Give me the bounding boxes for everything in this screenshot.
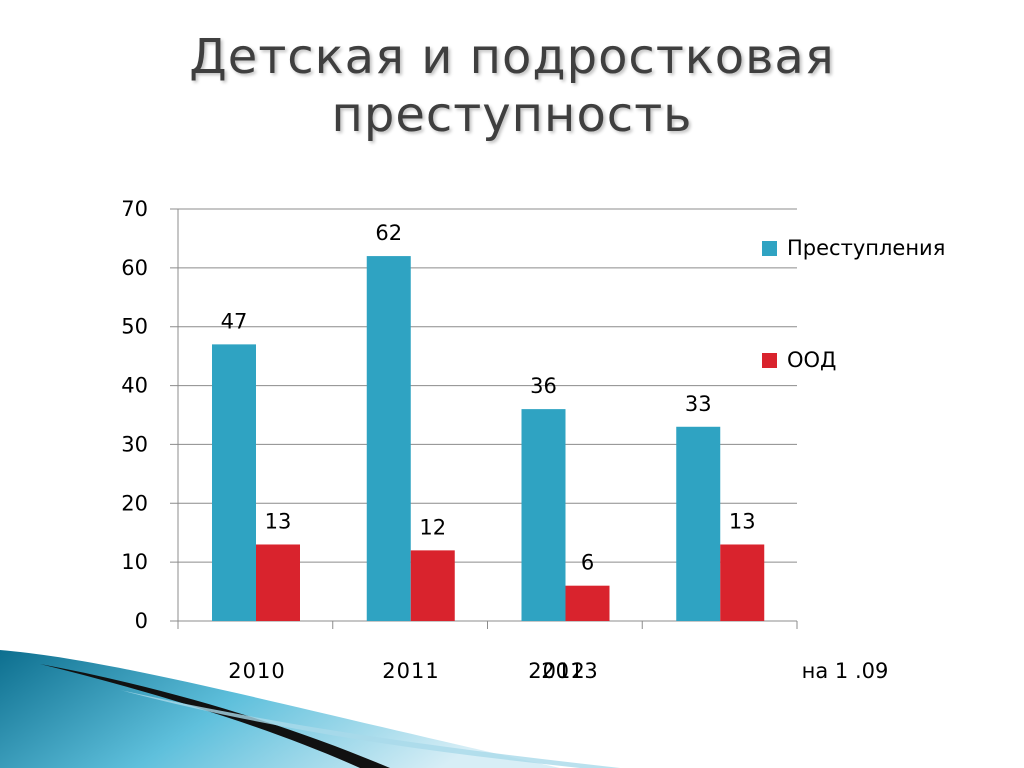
data-label-2-2011: 12 <box>419 515 446 539</box>
bar-1-2010 <box>212 344 256 621</box>
bar-1-2013 <box>676 426 721 621</box>
y-tick-label-0: 0 <box>135 609 148 633</box>
x-category-label-2013: 2013 <box>541 659 598 683</box>
decorative-wave <box>0 650 620 768</box>
data-label-2-2013: 13 <box>729 509 756 533</box>
legend-item-series-2: ООД <box>762 348 836 372</box>
bar-2-2011 <box>410 550 455 621</box>
bar-1-2012 <box>521 409 566 621</box>
x-extra-label: на 1 .09 <box>802 659 889 683</box>
y-tick-label-40: 40 <box>121 374 148 398</box>
title-line-1: Детская и подростковая <box>189 29 835 85</box>
data-label-1-2013: 33 <box>685 392 712 416</box>
x-category-label-2011: 2011 <box>382 659 439 683</box>
bar-2-2010 <box>256 544 300 621</box>
y-tick-label-60: 60 <box>121 256 148 280</box>
bar-1-2011 <box>366 256 411 621</box>
legend-label-series-1: Преступления <box>787 236 946 260</box>
labels: 0 10 20 30 40 50 60 70 47 62 36 33 13 12 6 13 2010 2011 20… <box>121 197 888 683</box>
legend-swatch-series-1 <box>762 241 777 256</box>
slide-title: Детская и подростковая преступность <box>0 28 1024 144</box>
bar-2-2012 <box>565 585 610 621</box>
legend-swatch-series-2 <box>762 353 777 368</box>
y-tick-label-10: 10 <box>121 550 148 574</box>
bar-2-2013 <box>720 544 765 621</box>
data-label-2-2010: 13 <box>265 509 292 533</box>
title-line-2: преступность <box>331 87 693 143</box>
data-label-2-2012: 6 <box>581 551 594 575</box>
legend-label-series-2: ООД <box>787 348 837 372</box>
legend-item-series-1: Преступления <box>762 236 945 260</box>
x-category-label-2012: 2012 <box>528 659 585 683</box>
data-label-1-2012: 36 <box>530 374 557 398</box>
data-label-1-2011: 62 <box>375 221 402 245</box>
y-tick-label-20: 20 <box>121 491 148 515</box>
y-tick-label-30: 30 <box>121 432 148 456</box>
data-label-1-2010: 47 <box>221 309 248 333</box>
y-tick-label-70: 70 <box>121 197 148 221</box>
bars <box>212 256 765 621</box>
x-category-label-2010: 2010 <box>228 659 285 683</box>
y-tick-label-50: 50 <box>121 315 148 339</box>
